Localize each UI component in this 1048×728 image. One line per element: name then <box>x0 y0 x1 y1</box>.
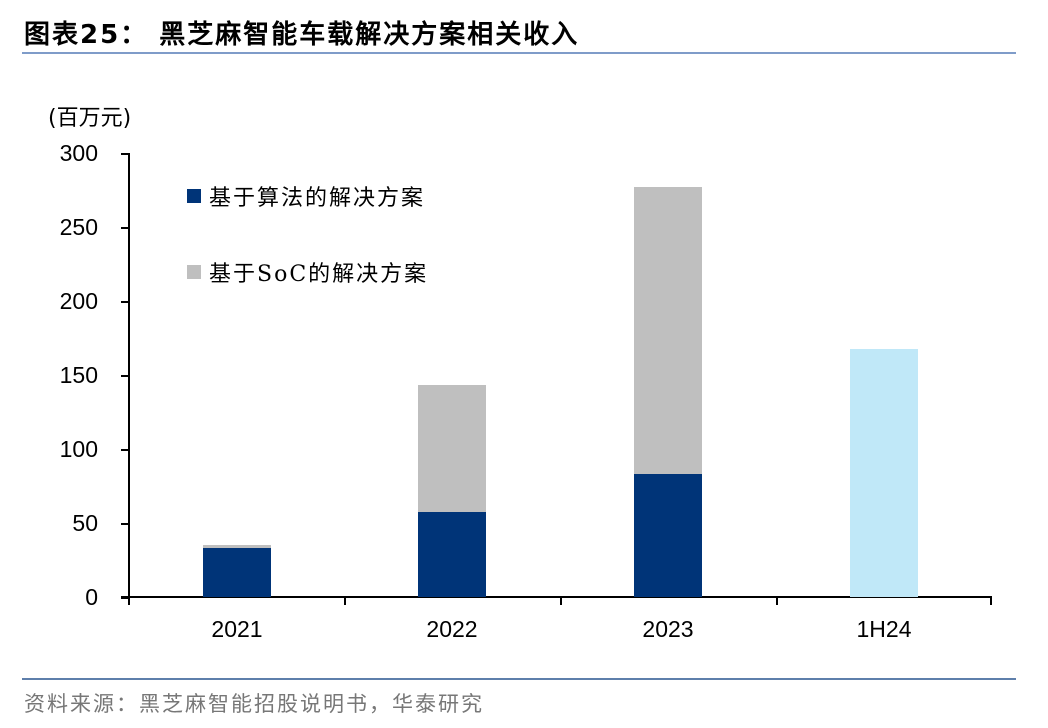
y-tick <box>121 153 129 155</box>
x-tick-label: 2021 <box>211 616 263 642</box>
x-tick <box>344 596 346 605</box>
source-divider <box>22 678 1016 680</box>
y-axis-line <box>128 153 130 605</box>
y-tick <box>121 597 129 599</box>
y-tick-label: 300 <box>59 140 98 166</box>
y-tick-label: 250 <box>59 214 98 240</box>
y-tick <box>121 449 129 451</box>
title-divider <box>22 52 1016 54</box>
bar-1h24-total <box>850 349 918 597</box>
legend-item-soc: 基于SoC的解决方案 <box>187 256 428 288</box>
x-tick <box>776 596 778 605</box>
y-tick-label: 150 <box>59 362 98 388</box>
x-tick-label: 2023 <box>642 616 694 642</box>
legend-item-algorithm: 基于算法的解决方案 <box>187 180 425 212</box>
y-tick <box>121 523 129 525</box>
y-tick <box>121 375 129 377</box>
x-tick-label: 2022 <box>426 616 478 642</box>
y-tick <box>121 227 129 229</box>
source-note: 资料来源：黑芝麻智能招股说明书，华泰研究 <box>24 692 484 716</box>
legend-label: 基于算法的解决方案 <box>209 186 426 211</box>
y-tick-label: 100 <box>59 436 98 462</box>
chart-title: 图表25： 黑芝麻智能车载解决方案相关收入 <box>24 20 580 50</box>
x-tick <box>990 596 992 605</box>
bar-2021-algorithm <box>203 548 271 597</box>
y-tick-label: 0 <box>85 584 98 610</box>
y-tick <box>121 301 129 303</box>
x-tick <box>560 596 562 605</box>
bar-2023-algorithm <box>634 474 702 597</box>
legend-swatch-gray-icon <box>187 265 201 279</box>
y-tick-label: 50 <box>72 510 98 536</box>
y-tick-label: 200 <box>59 288 98 314</box>
y-axis-unit: (百万元) <box>48 106 132 131</box>
bar-2022-soc <box>418 385 486 512</box>
bar-2022-algorithm <box>418 512 486 597</box>
x-axis-line <box>121 596 991 598</box>
bar-2023-soc <box>634 187 702 474</box>
legend-swatch-navy-icon <box>187 189 201 203</box>
x-tick-label: 1H24 <box>856 616 912 642</box>
bar-2021-soc <box>203 545 271 548</box>
legend-label: 基于SoC的解决方案 <box>209 262 429 287</box>
